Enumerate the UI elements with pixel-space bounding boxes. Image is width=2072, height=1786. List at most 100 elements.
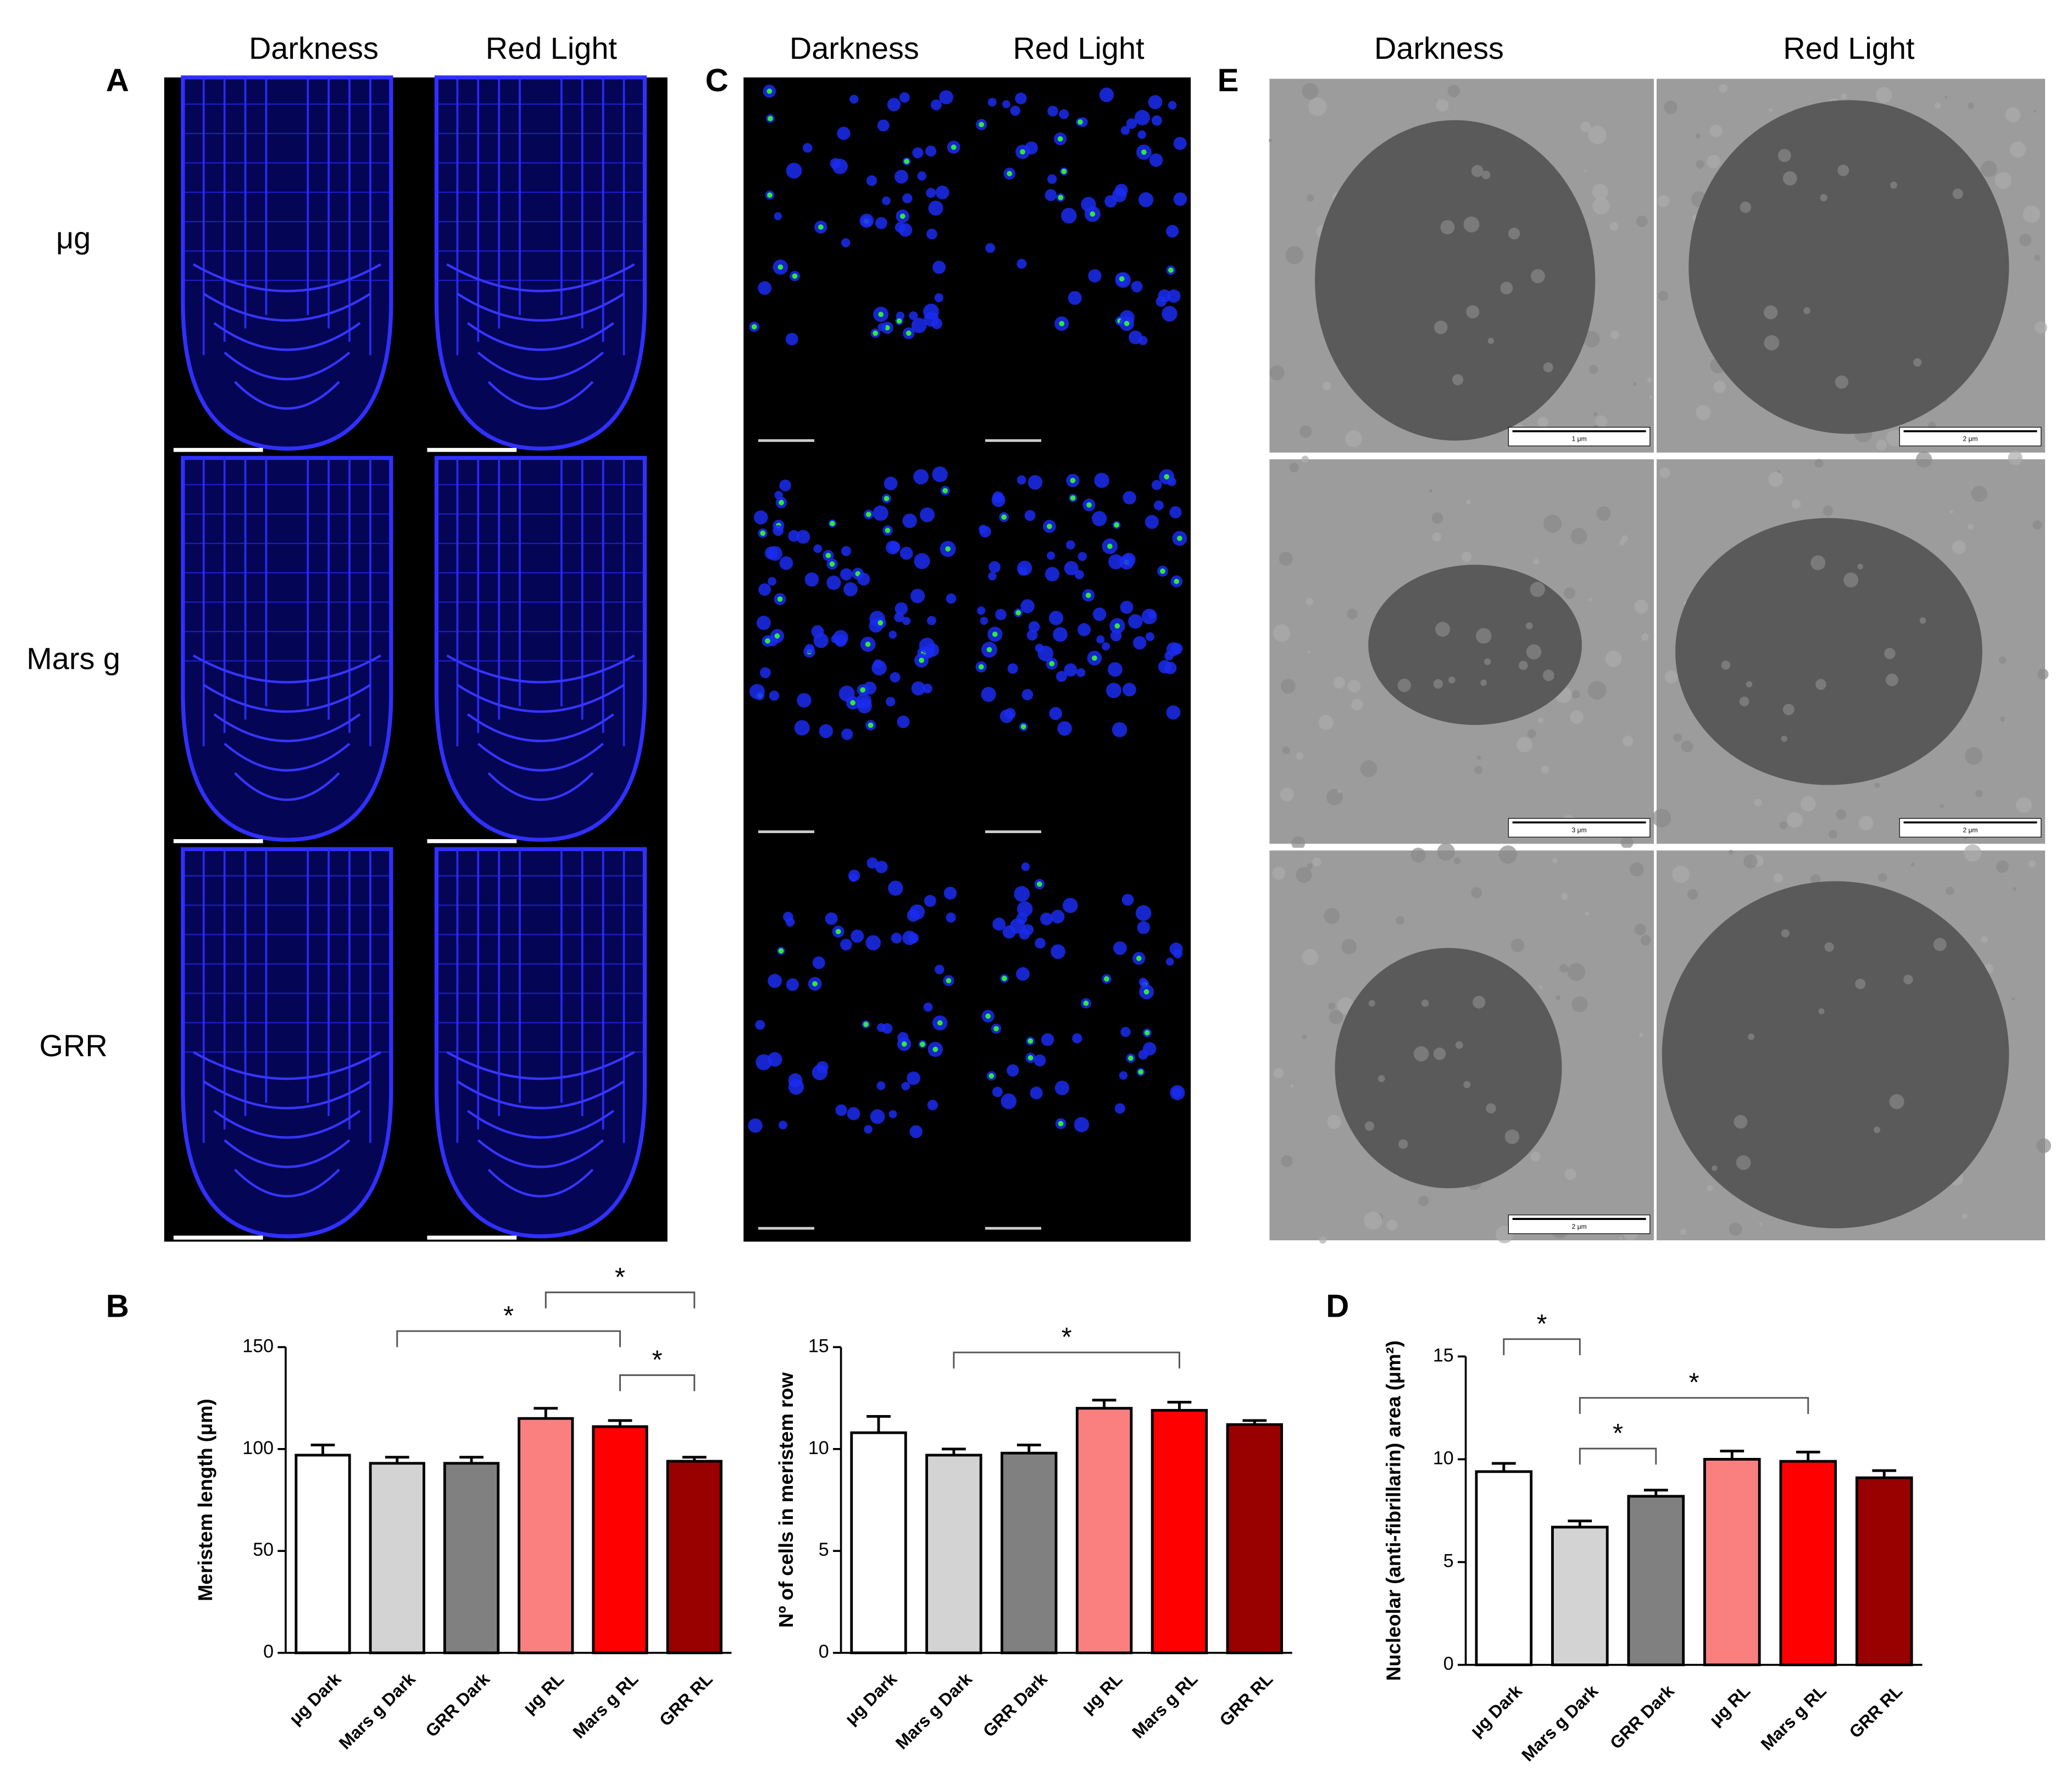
fibrillar-centre [1818, 1008, 1825, 1014]
nucleus [910, 589, 925, 603]
tem-texture [1592, 197, 1610, 215]
nucleus [1145, 515, 1159, 529]
nucleolus-signal [899, 213, 906, 219]
fibrillar-centre [1919, 617, 1926, 624]
tem-texture [2023, 205, 2040, 223]
nucleolus-signal [1168, 267, 1174, 273]
nucleus [1014, 886, 1030, 902]
bar [592, 1425, 648, 1655]
nucleolus-signal [766, 88, 773, 94]
nucleolus [1335, 947, 1562, 1189]
fibrillar-centre [1440, 220, 1455, 235]
tem-texture [1729, 1222, 1742, 1236]
tem-texture [1327, 1114, 1342, 1129]
column-header: Darkness [1374, 31, 1504, 65]
nucleolus-signal [904, 158, 909, 164]
nucleus [943, 886, 957, 900]
nucleus [902, 930, 917, 945]
nucleus [1048, 611, 1064, 625]
tem-texture [1971, 486, 1987, 502]
tem-texture [1696, 404, 1711, 420]
row-label: μg [56, 220, 91, 255]
fibrillar-centre [1433, 1047, 1446, 1060]
nucleus [796, 530, 810, 544]
tem-texture [1559, 964, 1568, 973]
cell-wall [203, 1080, 371, 1110]
fibrillar-centre [1463, 216, 1480, 232]
tem-texture [1620, 836, 1634, 849]
tem-texture [1910, 862, 1915, 867]
nucleus [876, 1023, 886, 1032]
y-tick-label: 0 [263, 1641, 274, 1662]
nucleus [1040, 912, 1053, 925]
nucleolus-signal [1061, 169, 1067, 174]
tem-texture [1876, 440, 1887, 451]
cell-file [223, 77, 351, 342]
cell-file [519, 849, 563, 1103]
bar [1627, 1495, 1685, 1667]
panel-label: E [1218, 63, 1239, 98]
fibrillar-centre [1835, 375, 1848, 389]
nucleus [783, 912, 793, 922]
nucleus [830, 158, 841, 169]
nucleus [1066, 540, 1075, 550]
nucleus [819, 724, 833, 739]
nucleolus [1675, 518, 1982, 785]
tem-texture [1980, 160, 1997, 177]
nucleus [1129, 330, 1142, 345]
nucleus [1122, 552, 1136, 567]
tem-texture [1754, 798, 1762, 807]
nucleus [826, 575, 841, 590]
nucleus [1072, 1033, 1082, 1044]
tem-texture [1299, 425, 1312, 438]
nucleus [779, 556, 793, 570]
nucleus [849, 873, 858, 882]
tem-texture [1280, 679, 1296, 694]
bar [925, 1454, 982, 1655]
bar [369, 1462, 425, 1655]
nucleus [756, 615, 771, 630]
nucleus [911, 318, 927, 334]
root-tissue [434, 456, 647, 842]
tem-texture [1281, 1155, 1293, 1167]
tem-texture [1623, 735, 1634, 746]
tem-texture [2034, 254, 2041, 261]
cell-wall [467, 713, 614, 742]
nucleus [841, 546, 852, 556]
nucleolus-signal [937, 1020, 943, 1026]
tem-texture [1347, 680, 1361, 693]
tem-texture [1333, 676, 1346, 689]
nucleolus-signal [768, 115, 773, 121]
tem-texture [1324, 908, 1340, 924]
tem-texture [1466, 500, 1471, 504]
fibrillar-centre [1542, 669, 1554, 681]
nucleus [1156, 296, 1166, 307]
x-tick-label: μg RL [519, 1669, 568, 1718]
tem-texture [1696, 160, 1704, 169]
tem-texture [1498, 845, 1518, 864]
nucleolus-signal [979, 121, 985, 127]
nucleus [946, 912, 956, 923]
nucleolus-signal [878, 312, 884, 317]
nucleus [849, 95, 859, 104]
nucleus [1158, 660, 1171, 674]
tem-texture [1944, 96, 1948, 99]
fibrillar-centre [1473, 996, 1486, 1009]
tem-texture [1641, 633, 1649, 641]
tem-texture [1273, 624, 1291, 642]
nucleus [758, 583, 771, 596]
tem-texture [1713, 380, 1726, 393]
nucleolus-signal [818, 224, 824, 230]
nucleus [1074, 1117, 1090, 1133]
nucleus [1077, 623, 1091, 636]
nucleus [847, 1107, 860, 1121]
nucleus [753, 510, 768, 525]
nucleolus-signal [1124, 320, 1130, 326]
nucleus [985, 243, 996, 253]
fibrillar-centre [1364, 1121, 1375, 1131]
nucleolus-signal [1143, 989, 1149, 995]
nucleus [794, 720, 810, 736]
tem-texture [1306, 598, 1314, 606]
nucleolus-signal [1049, 661, 1055, 667]
nucleolus-signal [1119, 276, 1125, 282]
